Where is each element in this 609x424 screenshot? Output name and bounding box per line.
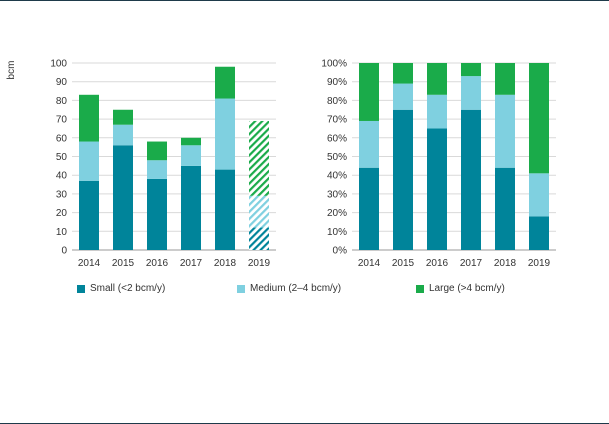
bar-segment (427, 128, 447, 250)
y-tick-label: 70% (327, 115, 347, 126)
bar-segment (495, 63, 515, 95)
y-tick-label: 80 (56, 96, 68, 107)
y-tick-label: 0% (333, 246, 348, 257)
y-tick-label: 100% (321, 59, 347, 70)
bar-segment (181, 145, 201, 166)
x-tick-label: 2014 (358, 258, 381, 269)
bar-segment (181, 165, 201, 250)
x-tick-label: 2017 (460, 258, 483, 269)
y-tick-label: 10 (56, 227, 68, 238)
bar-segment (113, 145, 133, 250)
bar-segment (79, 94, 99, 142)
y-tick-label: 60% (327, 133, 347, 144)
bar-segment (215, 66, 235, 99)
bar-segment (79, 141, 99, 181)
legend-swatch-large (416, 284, 424, 293)
bar-segment (113, 124, 133, 146)
y-tick-label: 40 (56, 171, 68, 182)
bar-segment (147, 160, 167, 179)
bar-segment (427, 63, 447, 95)
y-tick-label: 50 (56, 152, 68, 163)
y-tick-label: 90 (56, 77, 68, 88)
share-percent-chart: 0% 10% 20% 30% 40% 50% 60% 70% 80% 90% 100% 2014 201… (321, 59, 556, 269)
y-tick-label: 10% (327, 227, 347, 238)
y-tick-label: 60 (56, 133, 68, 144)
bar-segment (113, 109, 133, 125)
legend-item-medium: Medium (2–4 bcm/y) (237, 283, 341, 294)
y-tick-label: 0 (61, 246, 67, 257)
legend-item-small: Small (<2 bcm/y) (77, 283, 165, 294)
x-tick-label: 2018 (494, 258, 517, 269)
bar-segment (147, 178, 167, 250)
y-axis-label: bcm (6, 61, 17, 80)
bar-segment (215, 98, 235, 170)
x-tick-label: 2015 (112, 258, 135, 269)
bar-segment (529, 173, 549, 217)
bar-segment (359, 120, 379, 168)
bar-segment (249, 120, 269, 196)
legend-label-large: Large (>4 bcm/y) (429, 283, 505, 294)
legend-label-medium: Medium (2–4 bcm/y) (250, 283, 342, 294)
bar-segment (181, 137, 201, 146)
y-tick-label: 40% (327, 171, 347, 182)
bar-segment (359, 167, 379, 250)
bar-segment (495, 94, 515, 168)
bar-segment (393, 83, 413, 110)
y-tick-label: 70 (56, 115, 68, 126)
bar-segment (461, 76, 481, 110)
y-tick-label: 30 (56, 189, 68, 200)
bar-segment (359, 63, 379, 121)
x-tick-label: 2016 (146, 258, 169, 269)
legend-item-large: Large (>4 bcm/y) (416, 283, 505, 294)
x-tick-label: 2018 (214, 258, 237, 269)
y-tick-label: 50% (327, 152, 347, 163)
x-tick-label: 2019 (248, 258, 271, 269)
bar-segment (461, 63, 481, 77)
y-tick-label: 20% (327, 208, 347, 219)
bar-segment (529, 63, 549, 174)
x-tick-label: 2015 (392, 258, 415, 269)
bar-segment (249, 195, 269, 228)
bar-segment (147, 141, 167, 161)
bar-segment (79, 180, 99, 250)
absolute-volume-chart: 0 10 20 30 40 50 60 70 80 90 100 2014 2015 2016 2017 20… (6, 59, 276, 269)
bar-segment (495, 167, 515, 250)
y-tick-label: 90% (327, 77, 347, 88)
bar-segment (249, 227, 269, 250)
bar-segment (529, 216, 549, 250)
x-tick-label: 2016 (426, 258, 449, 269)
bar-segment (427, 94, 447, 129)
bar-segment (393, 63, 413, 84)
y-tick-label: 20 (56, 208, 68, 219)
y-tick-label: 80% (327, 96, 347, 107)
bar-segment (461, 109, 481, 250)
x-tick-label: 2014 (78, 258, 101, 269)
bar-segment (215, 169, 235, 250)
legend-swatch-medium (237, 284, 245, 293)
legend-swatch-small (77, 284, 85, 293)
bar-segment (393, 109, 413, 250)
y-tick-label: 30% (327, 189, 347, 200)
legend-label-small: Small (<2 bcm/y) (90, 283, 166, 294)
x-tick-label: 2017 (180, 258, 203, 269)
y-tick-label: 100 (50, 59, 67, 70)
top-rule (0, 0, 609, 1)
x-tick-label: 2019 (528, 258, 551, 269)
